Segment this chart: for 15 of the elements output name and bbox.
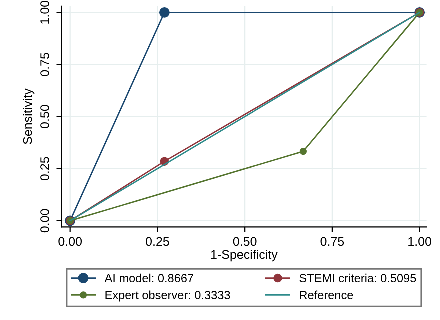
y-tick-label: 0.25 <box>40 157 50 181</box>
y-tick-label: 0.50 <box>40 105 50 128</box>
x-axis-title: 1-Specificity <box>211 250 278 262</box>
y-tick-label: 1.00 <box>40 0 50 24</box>
x-tick-label: 0.00 <box>58 237 82 246</box>
legend-label: STEMI criteria: 0.5095 <box>300 274 416 283</box>
x-tick-label: 0.25 <box>146 237 170 246</box>
y-axis-title: Sensitivity <box>23 88 35 144</box>
legend-label: Reference <box>300 290 354 300</box>
y-tick-label: 0.75 <box>40 53 50 76</box>
legend-label: Expert observer: 0.3333 <box>106 290 230 302</box>
legend-label: AI model: 0.8667 <box>104 274 194 283</box>
x-tick-label: 0.50 <box>233 237 257 246</box>
x-tick-label: 1.00 <box>408 237 432 246</box>
x-tick-label: 0.75 <box>320 237 344 246</box>
